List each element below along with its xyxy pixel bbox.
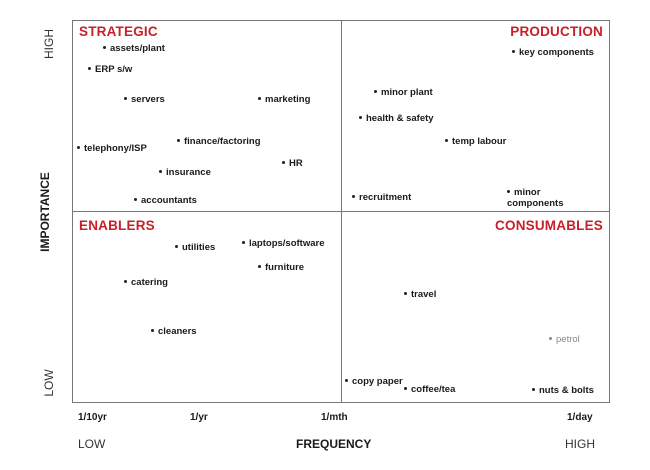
quadrant-title-strategic: STRATEGIC xyxy=(79,24,158,39)
item-insurance: insurance xyxy=(159,167,211,178)
x-tick-1-10yr: 1/10yr xyxy=(78,412,107,423)
x-axis-high: HIGH xyxy=(565,437,595,451)
item-laptops-software: laptops/software xyxy=(242,238,325,249)
x-tick-1-mth: 1/mth xyxy=(321,412,348,423)
item-health-safety: health & safety xyxy=(359,113,434,124)
item-cleaners: cleaners xyxy=(151,326,197,337)
x-axis-low: LOW xyxy=(78,437,106,451)
item-temp-labour: temp labour xyxy=(445,136,506,147)
y-axis-low: LOW xyxy=(42,369,56,397)
y-axis-title: IMPORTANCE xyxy=(38,172,52,252)
item-key-components: key components xyxy=(512,47,594,58)
item-marketing: marketing xyxy=(258,94,310,105)
item-catering: catering xyxy=(124,277,168,288)
y-axis-high: HIGH xyxy=(42,29,56,59)
item-petrol: petrol xyxy=(549,334,580,345)
quadrant-title-production: PRODUCTION xyxy=(510,24,603,39)
item-minor-components: minor components xyxy=(507,187,564,209)
matrix-grid: STRATEGIC PRODUCTION ENABLERS CONSUMABLE… xyxy=(72,20,610,403)
item-copy-paper: copy paper xyxy=(345,376,403,387)
item-assets-plant: assets/plant xyxy=(103,43,165,54)
item-hr: HR xyxy=(282,158,303,169)
item-accountants: accountants xyxy=(134,195,197,206)
item-utilities: utilities xyxy=(175,242,215,253)
item-travel: travel xyxy=(404,289,436,300)
item-minor-plant: minor plant xyxy=(374,87,433,98)
item-erp-sw: ERP s/w xyxy=(88,64,132,75)
item-nuts-bolts: nuts & bolts xyxy=(532,385,594,396)
item-furniture: furniture xyxy=(258,262,304,273)
quadrant-title-enablers: ENABLERS xyxy=(79,218,155,233)
item-coffee-tea: coffee/tea xyxy=(404,384,455,395)
x-tick-1-day: 1/day xyxy=(567,412,593,423)
horizontal-divider xyxy=(73,211,609,212)
item-servers: servers xyxy=(124,94,165,105)
x-axis-title: FREQUENCY xyxy=(296,437,372,451)
item-recruitment: recruitment xyxy=(352,192,411,203)
item-finance-factoring: finance/factoring xyxy=(177,136,261,147)
quadrant-title-consumables: CONSUMABLES xyxy=(495,218,603,233)
item-telephony-isp: telephony/ISP xyxy=(77,143,147,154)
x-tick-1-yr: 1/yr xyxy=(190,412,208,423)
